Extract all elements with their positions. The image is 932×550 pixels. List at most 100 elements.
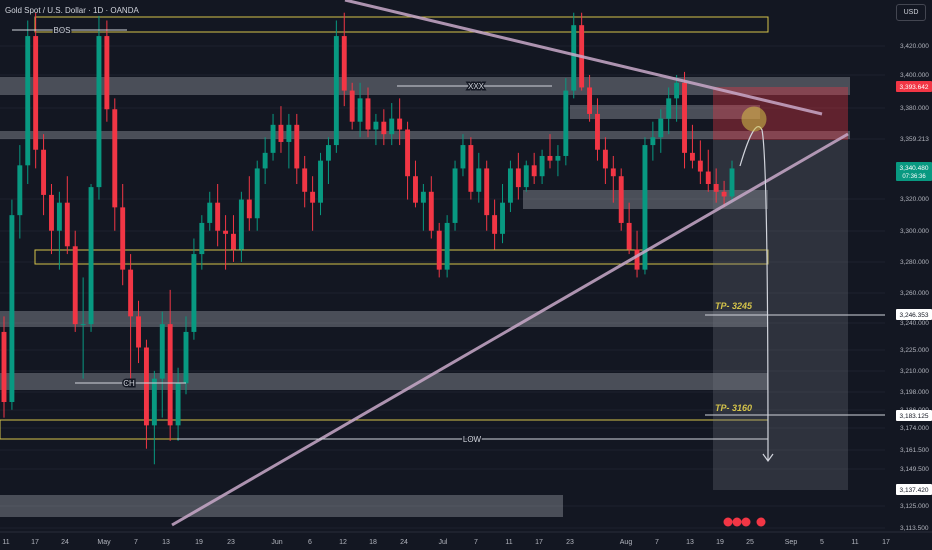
candle <box>238 191 244 262</box>
x-tick-label: 13 <box>162 539 170 546</box>
candle-body-up <box>539 155 545 177</box>
price-label-red: 3,393.642 <box>896 81 932 92</box>
descending-trendline[interactable] <box>344 0 823 116</box>
y-tick-label: 3,260.000 <box>900 290 929 297</box>
candle <box>602 137 608 184</box>
x-tick-label: 17 <box>535 539 543 546</box>
candle <box>246 176 252 231</box>
candle-body-up <box>25 36 31 166</box>
candle-body-down <box>697 160 703 172</box>
candle <box>428 176 434 239</box>
candle <box>658 109 664 153</box>
candle <box>128 254 134 379</box>
candle <box>405 121 411 200</box>
candle-body-down <box>231 233 236 250</box>
candle <box>254 160 260 231</box>
candle-body-down <box>143 347 149 426</box>
candle <box>223 215 229 270</box>
candle <box>310 176 316 231</box>
candle <box>64 176 70 255</box>
candle <box>104 20 110 122</box>
candle <box>262 137 268 184</box>
x-tick-label: 7 <box>474 539 478 546</box>
candle <box>286 113 292 169</box>
candle <box>420 184 426 231</box>
xxx-label: XXX <box>468 82 485 91</box>
y-tick-label: 3,380.000 <box>900 105 929 112</box>
x-tick-label: 17 <box>882 539 890 546</box>
x-tick-label: Aug <box>620 539 633 546</box>
candle <box>555 145 561 177</box>
currency-button[interactable]: USD <box>896 4 926 21</box>
candle-body-down <box>136 316 141 348</box>
price-label-tp2-text: 3,183.125 <box>900 413 929 420</box>
y-tick-label: 3,300.000 <box>900 228 929 235</box>
x-tick-label: 7 <box>134 539 138 546</box>
x-tick-label: 19 <box>195 539 203 546</box>
zone-ch <box>0 373 768 390</box>
candle <box>1 316 7 418</box>
candle-body-down <box>531 165 537 177</box>
candle <box>500 184 505 244</box>
bos-label: BOS <box>54 26 71 35</box>
candle-body-up <box>183 331 189 384</box>
candle <box>689 124 695 169</box>
candle <box>547 134 553 169</box>
event-icons[interactable] <box>723 517 766 527</box>
candle <box>191 238 197 340</box>
y-tick-label: 3,149.500 <box>900 466 929 473</box>
candle-body-down <box>104 36 110 110</box>
candle <box>539 149 545 184</box>
yellow-box-top <box>34 16 769 33</box>
candle <box>713 168 719 203</box>
candle <box>183 316 189 395</box>
candle-body-up <box>555 155 561 161</box>
candle-body-down <box>310 191 316 203</box>
candle <box>492 199 498 250</box>
yellow-box-mid <box>34 249 769 265</box>
candle-body-up <box>17 165 23 216</box>
candle-body-up <box>333 36 339 146</box>
price-label-tp2: 3,183.125 <box>896 410 932 421</box>
x-axis-ticks: 11 17 24 May 7 13 19 23 Jun 6 12 18 24 Jul 7 11 17 23 Aug 7… <box>2 539 890 546</box>
candle-body-down <box>484 168 490 216</box>
x-tick-label: 11 <box>851 539 858 546</box>
candle <box>96 15 102 200</box>
zone-245 <box>0 311 768 327</box>
candle <box>476 152 482 203</box>
candle <box>41 134 47 216</box>
x-tick-label: 19 <box>716 539 724 546</box>
y-tick-label: 3,420.000 <box>900 43 929 50</box>
candle-body-down <box>120 207 126 270</box>
y-tick-label: 3,174.000 <box>900 425 929 432</box>
candle <box>112 98 118 231</box>
candle <box>721 180 727 208</box>
candle <box>705 149 711 192</box>
candle-body-up <box>199 222 205 255</box>
candle-body-down <box>112 109 118 208</box>
candle <box>72 230 78 332</box>
y-tick-label: 3,125.000 <box>900 503 929 510</box>
x-tick-label: Jul <box>439 539 448 546</box>
candle-body-down <box>618 176 624 223</box>
candle-body-down <box>365 98 371 130</box>
ascending-trendline[interactable] <box>171 132 849 527</box>
y-tick-label: 3,210.000 <box>900 368 929 375</box>
grid <box>0 45 885 529</box>
x-tick-label: 11 <box>2 539 9 546</box>
candle-body-up <box>460 145 466 169</box>
candle <box>143 339 149 449</box>
candle <box>531 152 537 184</box>
ch-label: CH <box>123 379 135 388</box>
y-tick-label: 3,161.500 <box>900 447 929 454</box>
candle <box>413 160 418 208</box>
red-resistance-zone <box>713 87 848 140</box>
candle-body-down <box>595 113 600 150</box>
candle-body-down <box>587 87 593 114</box>
candle <box>650 121 656 161</box>
countdown-text: 07:36:36 <box>902 174 926 180</box>
candle-body-up <box>238 199 244 250</box>
candle <box>468 137 474 200</box>
x-tick-label: 23 <box>566 539 574 546</box>
